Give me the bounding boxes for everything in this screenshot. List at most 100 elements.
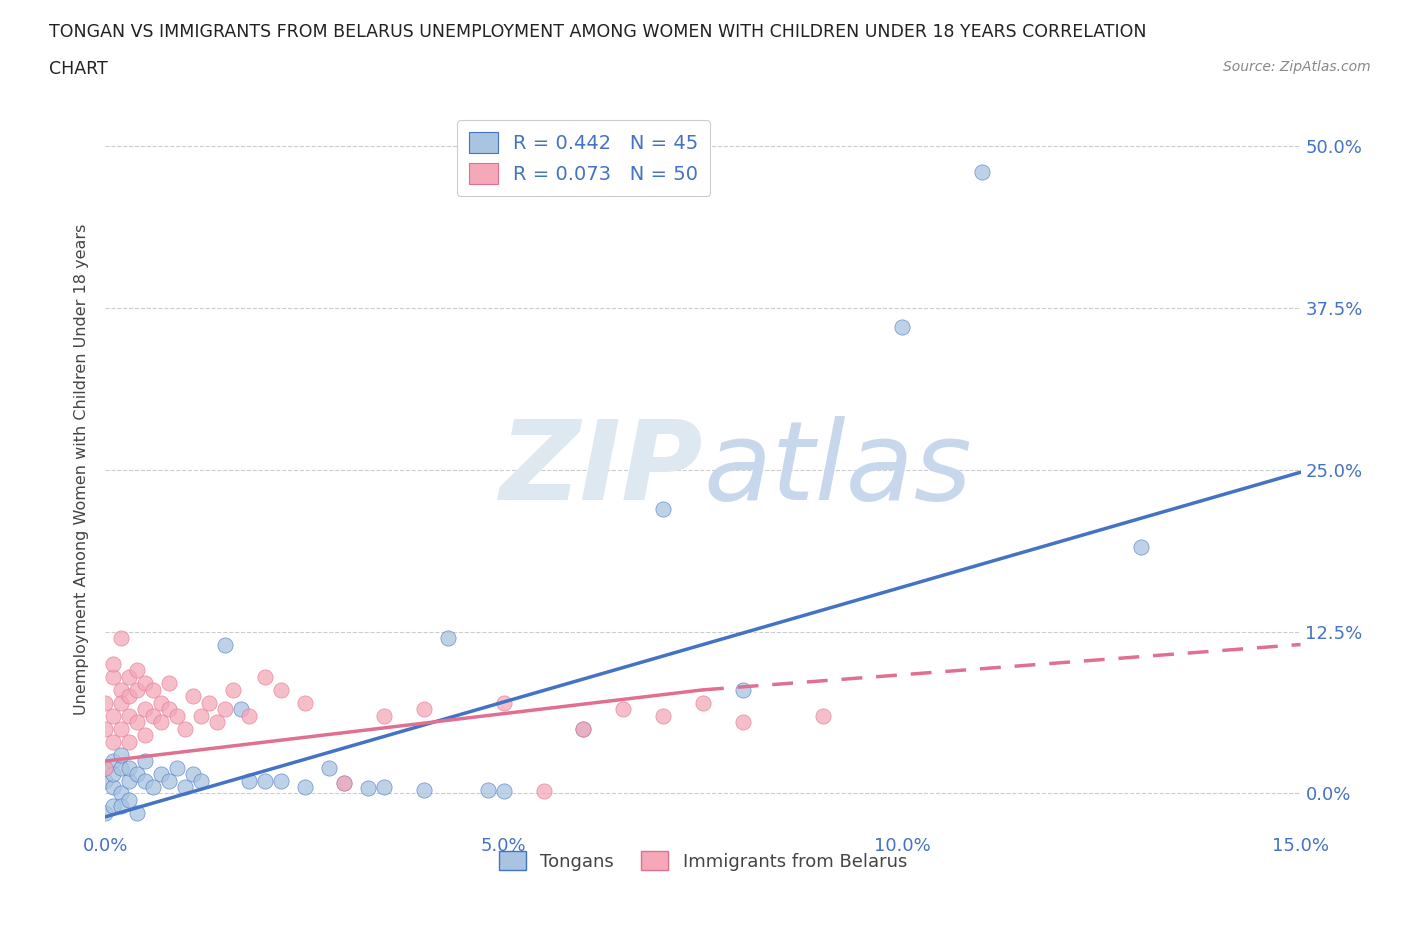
Immigrants from Belarus [110, 683, 132, 698]
Immigrants from Belarus [142, 683, 165, 698]
Immigrants from Belarus [253, 670, 276, 684]
Immigrants from Belarus [103, 657, 125, 671]
Tongans [373, 779, 395, 794]
Tongans [110, 799, 132, 814]
Immigrants from Belarus [157, 676, 180, 691]
Immigrants from Belarus [110, 722, 132, 737]
Immigrants from Belarus [157, 702, 180, 717]
Tongans [166, 760, 188, 775]
Y-axis label: Unemployment Among Women with Children Under 18 years: Unemployment Among Women with Children U… [75, 224, 90, 715]
Text: Source: ZipAtlas.com: Source: ZipAtlas.com [1223, 60, 1371, 74]
Immigrants from Belarus [94, 760, 117, 775]
Tongans [181, 766, 204, 781]
Immigrants from Belarus [94, 696, 117, 711]
Immigrants from Belarus [198, 696, 221, 711]
Immigrants from Belarus [692, 696, 714, 711]
Immigrants from Belarus [652, 709, 675, 724]
Immigrants from Belarus [103, 735, 125, 750]
Text: CHART: CHART [49, 60, 108, 78]
Tongans [134, 773, 156, 788]
Tongans [110, 786, 132, 801]
Immigrants from Belarus [150, 715, 173, 730]
Tongans [1130, 540, 1153, 555]
Immigrants from Belarus [118, 689, 141, 704]
Tongans [891, 320, 914, 335]
Tongans [103, 799, 125, 814]
Immigrants from Belarus [127, 663, 149, 678]
Tongans [103, 779, 125, 794]
Tongans [214, 637, 236, 652]
Immigrants from Belarus [134, 702, 156, 717]
Text: ZIP: ZIP [499, 416, 703, 524]
Immigrants from Belarus [118, 709, 141, 724]
Tongans [970, 165, 993, 179]
Immigrants from Belarus [492, 696, 515, 711]
Immigrants from Belarus [572, 722, 595, 737]
Text: TONGAN VS IMMIGRANTS FROM BELARUS UNEMPLOYMENT AMONG WOMEN WITH CHILDREN UNDER 1: TONGAN VS IMMIGRANTS FROM BELARUS UNEMPL… [49, 23, 1147, 41]
Immigrants from Belarus [413, 702, 436, 717]
Immigrants from Belarus [333, 776, 356, 790]
Tongans [333, 776, 356, 790]
Immigrants from Belarus [127, 683, 149, 698]
Tongans [437, 631, 460, 645]
Tongans [270, 773, 292, 788]
Immigrants from Belarus [190, 709, 212, 724]
Immigrants from Belarus [110, 696, 132, 711]
Immigrants from Belarus [214, 702, 236, 717]
Immigrants from Belarus [127, 715, 149, 730]
Tongans [134, 753, 156, 768]
Text: atlas: atlas [703, 416, 972, 524]
Tongans [318, 760, 340, 775]
Tongans [477, 782, 499, 797]
Tongans [190, 773, 212, 788]
Tongans [94, 773, 117, 788]
Tongans [150, 766, 173, 781]
Immigrants from Belarus [150, 696, 173, 711]
Tongans [413, 782, 436, 797]
Tongans [103, 753, 125, 768]
Immigrants from Belarus [731, 715, 754, 730]
Tongans [94, 805, 117, 820]
Tongans [652, 501, 675, 516]
Tongans [142, 779, 165, 794]
Tongans [238, 773, 260, 788]
Tongans [118, 773, 141, 788]
Immigrants from Belarus [166, 709, 188, 724]
Immigrants from Belarus [222, 683, 245, 698]
Immigrants from Belarus [134, 676, 156, 691]
Tongans [357, 781, 380, 796]
Tongans [229, 702, 252, 717]
Immigrants from Belarus [238, 709, 260, 724]
Immigrants from Belarus [612, 702, 634, 717]
Tongans [174, 779, 197, 794]
Immigrants from Belarus [103, 709, 125, 724]
Immigrants from Belarus [294, 696, 316, 711]
Immigrants from Belarus [134, 728, 156, 743]
Immigrants from Belarus [118, 735, 141, 750]
Immigrants from Belarus [103, 670, 125, 684]
Tongans [110, 747, 132, 762]
Immigrants from Belarus [533, 783, 555, 798]
Immigrants from Belarus [181, 689, 204, 704]
Legend: Tongans, Immigrants from Belarus: Tongans, Immigrants from Belarus [492, 844, 914, 878]
Tongans [294, 779, 316, 794]
Immigrants from Belarus [373, 709, 395, 724]
Tongans [492, 783, 515, 798]
Tongans [127, 766, 149, 781]
Tongans [253, 773, 276, 788]
Immigrants from Belarus [205, 715, 228, 730]
Immigrants from Belarus [270, 683, 292, 698]
Tongans [110, 760, 132, 775]
Immigrants from Belarus [142, 709, 165, 724]
Immigrants from Belarus [94, 722, 117, 737]
Tongans [157, 773, 180, 788]
Tongans [118, 792, 141, 807]
Tongans [118, 760, 141, 775]
Tongans [731, 683, 754, 698]
Immigrants from Belarus [110, 631, 132, 645]
Tongans [94, 760, 117, 775]
Immigrants from Belarus [118, 670, 141, 684]
Tongans [572, 722, 595, 737]
Tongans [103, 766, 125, 781]
Immigrants from Belarus [811, 709, 834, 724]
